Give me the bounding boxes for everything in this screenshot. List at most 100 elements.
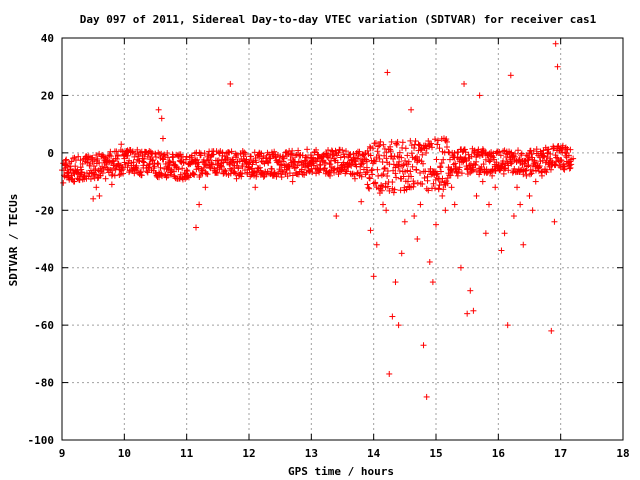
data-point <box>130 159 137 166</box>
data-point <box>230 169 237 176</box>
data-point <box>364 181 371 188</box>
x-tick-label: 18 <box>616 447 629 460</box>
data-point <box>63 156 70 163</box>
data-point <box>171 172 178 179</box>
data-point <box>182 156 189 163</box>
data-point <box>233 152 240 159</box>
data-point <box>498 247 505 254</box>
data-point <box>144 168 151 175</box>
y-axis-label: SDTVAR / TECUs <box>7 194 20 287</box>
data-point <box>418 145 425 152</box>
data-point <box>370 273 377 280</box>
data-point <box>99 170 106 177</box>
data-point <box>357 163 364 170</box>
data-point <box>448 184 455 191</box>
data-point <box>414 153 421 160</box>
data-point <box>314 155 321 162</box>
data-point <box>389 313 396 320</box>
data-point <box>146 161 153 168</box>
data-point <box>420 342 427 349</box>
data-point <box>149 157 156 164</box>
data-point <box>396 149 403 156</box>
data-point <box>294 162 301 169</box>
data-point <box>374 148 381 155</box>
data-point <box>304 146 311 153</box>
data-point <box>242 151 249 158</box>
data-point <box>390 156 397 163</box>
data-point <box>437 168 444 175</box>
chart-title: Day 097 of 2011, Sidereal Day-to-day VTE… <box>80 13 597 26</box>
data-point <box>367 227 374 234</box>
data-point <box>551 161 558 168</box>
data-point <box>351 171 358 178</box>
data-point <box>188 159 195 166</box>
data-point <box>194 156 201 163</box>
data-point <box>445 164 452 171</box>
data-point <box>158 173 165 180</box>
data-point <box>132 164 139 171</box>
data-point <box>372 180 379 187</box>
data-point <box>106 152 113 159</box>
data-point <box>115 161 122 168</box>
data-point <box>443 138 450 145</box>
data-point <box>357 169 364 176</box>
data-point <box>476 169 483 176</box>
data-point <box>360 160 367 167</box>
data-point <box>560 161 567 168</box>
data-point <box>233 151 240 158</box>
data-point <box>356 148 363 155</box>
data-point <box>512 150 519 157</box>
data-point <box>258 169 265 176</box>
data-point <box>74 167 81 174</box>
data-point <box>183 167 190 174</box>
data-point <box>369 145 376 152</box>
data-point <box>394 153 401 160</box>
data-point <box>552 161 559 168</box>
data-point <box>548 327 555 334</box>
data-point <box>375 172 382 179</box>
data-point <box>235 164 242 171</box>
data-point <box>501 230 508 237</box>
data-point <box>508 149 515 156</box>
data-point <box>369 166 376 173</box>
data-points <box>59 40 577 400</box>
data-point <box>418 158 425 165</box>
data-point <box>485 201 492 208</box>
data-point <box>411 180 418 187</box>
data-point <box>413 167 420 174</box>
data-point <box>164 164 171 171</box>
x-axis-label: GPS time / hours <box>288 465 394 478</box>
data-point <box>339 147 346 154</box>
data-point <box>224 154 231 161</box>
data-point <box>253 173 260 180</box>
data-point <box>393 141 400 148</box>
data-point <box>313 158 320 165</box>
data-point <box>282 149 289 156</box>
data-point <box>468 153 475 160</box>
y-tick-labels: -100 -80 -60 -40 -20 0 20 40 <box>28 32 55 447</box>
data-point <box>438 160 445 167</box>
data-point <box>381 165 388 172</box>
data-point <box>470 307 477 314</box>
grid <box>62 38 623 440</box>
data-point <box>401 218 408 225</box>
data-point <box>366 174 373 181</box>
data-point <box>499 161 506 168</box>
data-point <box>386 370 393 377</box>
data-point <box>219 149 226 156</box>
data-point <box>374 166 381 173</box>
data-point <box>108 181 115 188</box>
data-point <box>218 163 225 170</box>
x-tick-label: 12 <box>242 447 255 460</box>
data-point <box>514 184 521 191</box>
data-point <box>451 201 458 208</box>
data-point <box>412 138 419 145</box>
data-point <box>96 159 103 166</box>
data-point <box>345 154 352 161</box>
y-tick-label: -40 <box>34 262 54 275</box>
data-point <box>520 241 527 248</box>
data-point <box>402 145 409 152</box>
data-point <box>256 164 263 171</box>
data-point <box>529 167 536 174</box>
